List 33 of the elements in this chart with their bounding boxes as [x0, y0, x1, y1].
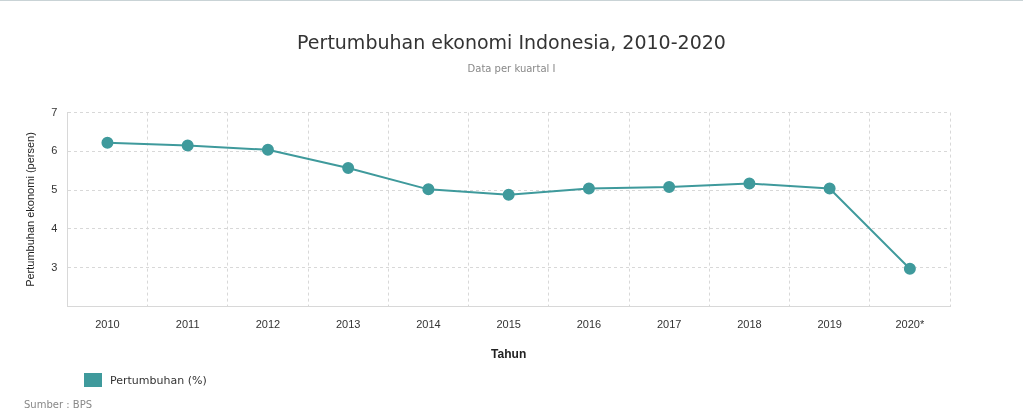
y-tick-label: 3: [51, 260, 58, 273]
x-tick-label: 2011: [175, 318, 200, 331]
point: [342, 162, 355, 175]
text: Sumber : BPS: [24, 399, 93, 410]
x-tick-label: 2014: [416, 318, 441, 331]
y-tick-label: 5: [51, 183, 58, 196]
x-tick-label: 2010: [95, 318, 120, 331]
x-tick-label: 2013: [335, 318, 361, 331]
x-axis-title: Tahun: [491, 347, 527, 362]
point: [663, 181, 676, 194]
point: [181, 139, 194, 152]
point: [903, 262, 916, 275]
x-tick-label: 2020*: [895, 318, 925, 331]
x-tick-label: 2012: [255, 318, 281, 331]
x-tick-label: 2018: [737, 318, 762, 331]
x-tick-label: 2017: [656, 318, 682, 331]
point: [743, 177, 756, 190]
y-axis-title: Pertumbuhan ekonomi (persen): [23, 132, 36, 287]
x-tick-label: 2016: [576, 318, 602, 331]
legend-label: Pertumbuhan (%): [110, 373, 207, 387]
point: [502, 188, 515, 201]
point: [101, 136, 114, 149]
y-tick-label: 4: [51, 221, 58, 234]
point: [582, 182, 595, 195]
point: [261, 143, 274, 156]
point: [823, 182, 836, 195]
chart-subtitle: Data per kuartal I: [466, 63, 557, 74]
x-tick-label: 2015: [496, 318, 521, 331]
y-tick-label: 7: [51, 105, 58, 118]
point: [422, 183, 435, 196]
y-tick-label: 6: [51, 144, 58, 157]
chart-title: Pertumbuhan ekonomi Indonesia, 2010-2020: [296, 31, 727, 53]
x-tick-label: 2019: [817, 318, 842, 331]
